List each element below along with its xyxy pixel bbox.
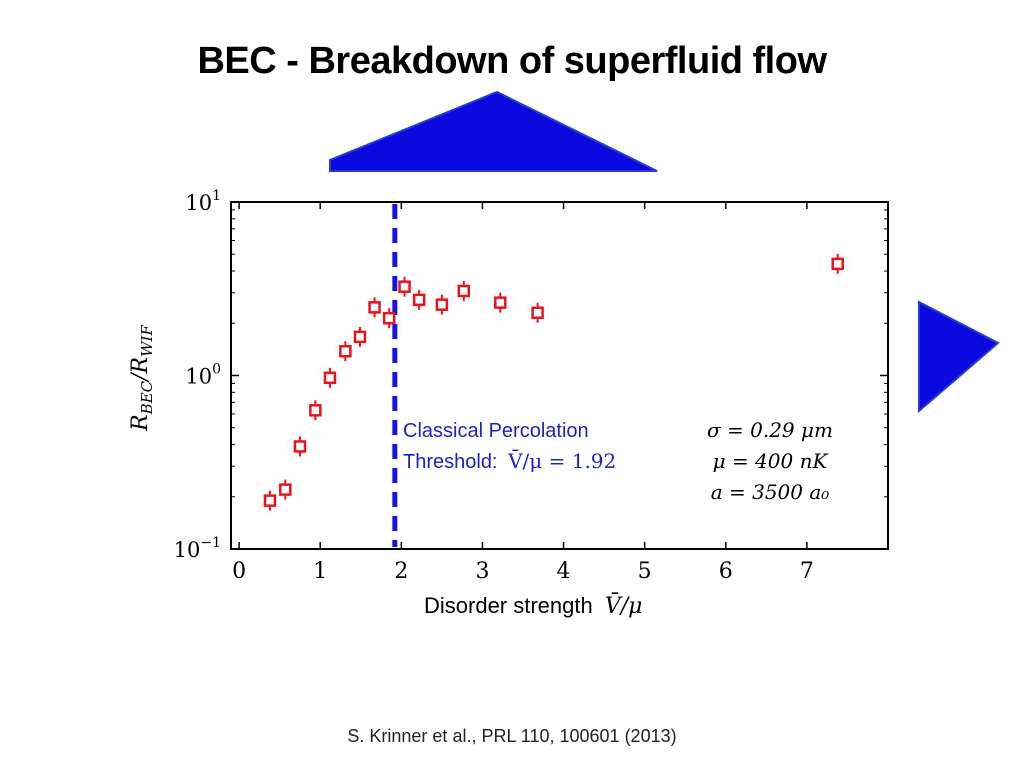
- x-axis-label: Disorder strength V̄/μ: [424, 592, 642, 619]
- data-point: [398, 280, 411, 293]
- x-tick-label: 2: [394, 559, 408, 584]
- data-point: [323, 371, 337, 385]
- data-point: [279, 483, 292, 496]
- x-tick-label: 0: [232, 559, 246, 584]
- param-mu: μ = 400 nK: [713, 449, 829, 473]
- y-axis-label-slash: /: [128, 371, 153, 383]
- y-tick-labels: 10−1 100 101: [174, 188, 221, 562]
- data-points: [263, 253, 844, 511]
- data-point: [831, 257, 844, 271]
- axis-ticks: [231, 201, 888, 550]
- y-tick-label: 101: [185, 188, 221, 215]
- y-axis-label-base-num: R: [128, 414, 153, 432]
- right-triangle-arrow: [918, 300, 1000, 414]
- data-point: [353, 330, 367, 344]
- y-axis-label-sub-num: BEC: [138, 380, 156, 415]
- threshold-annotation-math: V̄/μ = 1.92: [507, 448, 616, 473]
- y-axis-label-sub-den: WIF: [138, 325, 156, 357]
- x-tick-label: 3: [475, 559, 489, 584]
- data-point: [339, 344, 352, 358]
- x-tick-label: 6: [719, 559, 733, 584]
- data-point: [412, 293, 426, 307]
- threshold-annotation-line1: Classical Percolation: [403, 420, 589, 442]
- threshold-annotation-prefix: Threshold:: [403, 451, 498, 473]
- y-tick-label: 10−1: [174, 535, 221, 562]
- x-tick-label: 1: [313, 559, 327, 584]
- data-point: [368, 301, 381, 314]
- data-point: [293, 440, 307, 453]
- data-point: [309, 404, 322, 417]
- x-tick-labels: 0 1 2 3 4 5 6 7: [232, 559, 814, 584]
- x-tick-label: 7: [800, 559, 814, 584]
- data-point: [382, 311, 396, 325]
- citation: S. Krinner et al., PRL 110, 100601 (2013…: [347, 726, 677, 746]
- param-a: a = 3500 a₀: [711, 480, 830, 504]
- data-point: [457, 284, 471, 298]
- slide-title: BEC - Breakdown of superfluid flow: [197, 40, 827, 82]
- up-triangle-arrow: [329, 90, 658, 172]
- threshold-annotation-line2: Threshold: V̄/μ = 1.92: [403, 448, 616, 473]
- data-point: [531, 306, 544, 319]
- y-axis-label-base-den: R: [128, 357, 153, 375]
- x-tick-label: 5: [638, 559, 652, 584]
- data-point: [263, 494, 277, 507]
- x-axis-label-math: V̄/μ: [605, 592, 643, 619]
- y-axis-label: RBEC/RWIF: [128, 325, 156, 432]
- y-tick-label: 100: [185, 362, 221, 389]
- param-sigma: σ = 0.29 μm: [707, 418, 833, 442]
- x-axis-label-text: Disorder strength: [424, 593, 593, 618]
- data-point: [494, 296, 507, 309]
- x-tick-label: 4: [557, 559, 571, 584]
- data-point: [435, 298, 449, 311]
- svg-text:RBEC/RWIF: RBEC/RWIF: [128, 325, 156, 432]
